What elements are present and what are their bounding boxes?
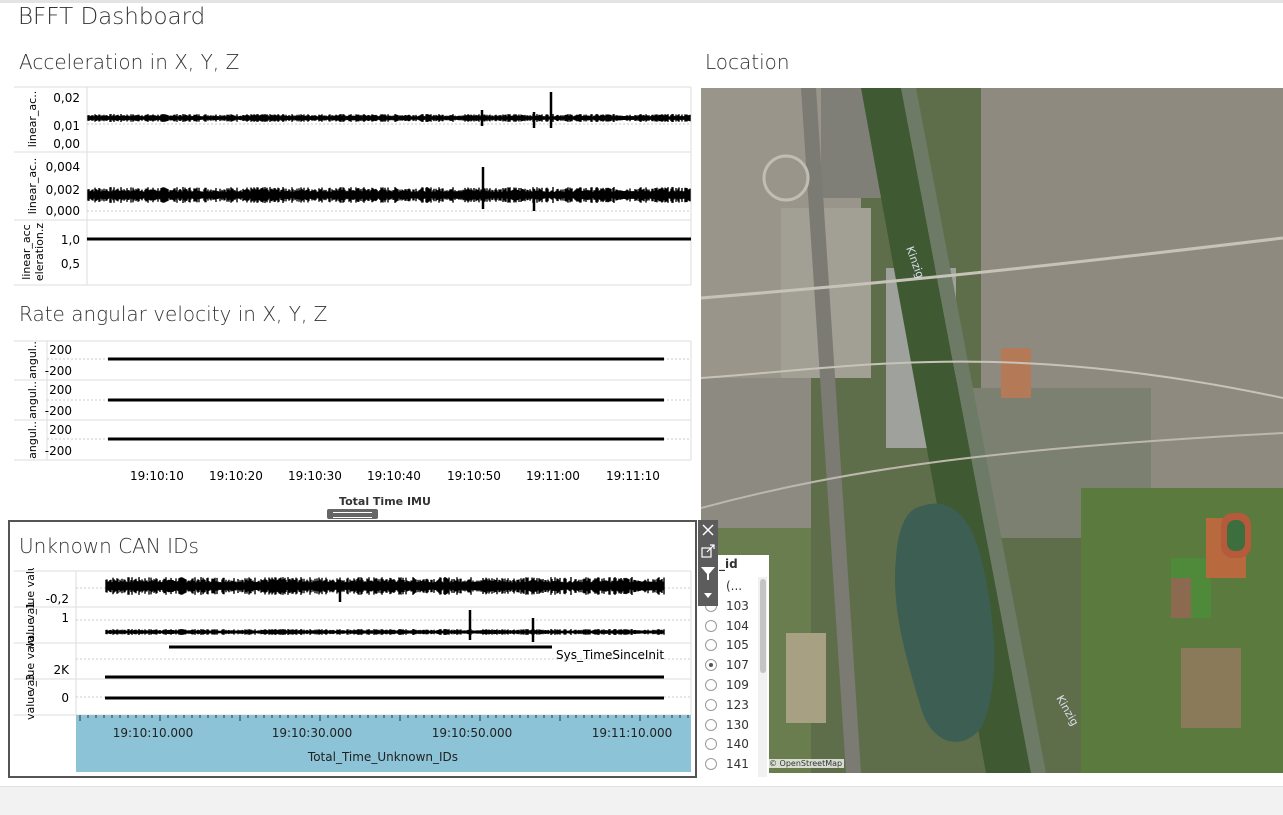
legend-item[interactable]: 107 xyxy=(701,656,761,675)
can-x-axis-band[interactable] xyxy=(76,715,691,772)
can-tick: -0,2 xyxy=(46,592,69,606)
can-x-tick: 19:11:10.000 xyxy=(592,726,673,740)
ang-x-tick: 19:11:10 xyxy=(606,469,660,483)
acc-tick: 1,0 xyxy=(61,233,80,247)
legend-scroll-thumb[interactable] xyxy=(760,579,766,673)
filter-icon[interactable] xyxy=(698,563,718,584)
satellite-map-image: Kinzig Kinzig xyxy=(701,88,1283,773)
legend-title: _id xyxy=(719,557,738,571)
legend-item[interactable]: (... xyxy=(701,577,761,596)
can-axis-label: value valu.. xyxy=(24,568,37,621)
legend-item[interactable]: 105 xyxy=(701,636,761,655)
can-x-tick: 19:10:30.000 xyxy=(272,726,353,740)
can-chart[interactable]: Sys_TimeSinceInit -0,2 1 2K 0 value valu… xyxy=(10,568,695,775)
acc-x-series xyxy=(87,92,691,128)
can-sheet-frame[interactable] xyxy=(8,520,697,778)
location-map[interactable]: Kinzig Kinzig xyxy=(701,88,1283,773)
radio-button[interactable] xyxy=(705,659,717,672)
ang-x-tick: 19:10:40 xyxy=(367,469,421,483)
acc-tick: 0,004 xyxy=(46,160,80,174)
legend-scrollbar[interactable] xyxy=(758,577,767,777)
acc-tick: 0,5 xyxy=(61,257,80,271)
can-axis-label: value _3 xyxy=(24,674,37,720)
radio-button[interactable] xyxy=(705,639,717,652)
acc-tick: 0,000 xyxy=(46,204,80,218)
radio-button[interactable] xyxy=(705,619,717,632)
legend-item-label: 130 xyxy=(726,717,749,732)
can-tick: 2K xyxy=(53,663,70,677)
sheet-toolbar xyxy=(698,520,718,606)
acc-axis-label: linear_ac.. xyxy=(26,158,39,214)
radio-button[interactable] xyxy=(705,679,717,691)
legend-item[interactable]: 123 xyxy=(701,696,761,715)
legend-item-label: 140 xyxy=(726,737,749,752)
ang-x-tick: 19:11:00 xyxy=(526,469,580,483)
can-x-tick: 19:10:10.000 xyxy=(113,726,194,740)
can-axis-label: value _1 xyxy=(24,602,37,648)
radio-button[interactable] xyxy=(705,718,717,731)
ang-tick: 200 xyxy=(49,343,72,357)
can-tick: 0 xyxy=(61,691,69,705)
can-axis-label: value valu.. xyxy=(24,629,37,693)
top-bar xyxy=(0,0,1283,3)
legend-item-label: 104 xyxy=(726,618,749,633)
acc-axis-label: linear_acceleration.z xyxy=(20,223,46,281)
ang-axis-label: angul.. xyxy=(26,381,39,419)
acc-y-series xyxy=(87,167,691,211)
legend-item[interactable]: 140 xyxy=(701,735,761,754)
acc-axis-label: linear_ac.. xyxy=(26,91,39,147)
location-title: Location xyxy=(705,50,790,74)
ang-x-tick: 19:10:10 xyxy=(130,469,184,483)
acc-tick: 0,02 xyxy=(53,91,80,105)
legend-item-label: 123 xyxy=(726,697,749,712)
id-legend[interactable]: _id (... 103 104 105 107 109 123 130 140 141 xyxy=(701,555,769,777)
ang-tick: -200 xyxy=(45,364,72,378)
can-series-1 xyxy=(105,577,665,602)
ang-axis-label: angul.. xyxy=(26,421,39,459)
can-mark-label: Sys_TimeSinceInit xyxy=(556,648,664,662)
ang-x-tick: 19:10:20 xyxy=(209,469,263,483)
angular-title: Rate angular velocity in X, Y, Z xyxy=(19,302,328,326)
resize-handle[interactable] xyxy=(327,509,378,519)
ang-tick: -200 xyxy=(45,444,72,458)
acc-tick: 0,00 xyxy=(53,137,80,151)
ang-x-title: Total Time IMU xyxy=(339,495,431,508)
acc-tick: 0,01 xyxy=(53,119,80,133)
legend-item-label: 109 xyxy=(726,678,749,692)
acceleration-title: Acceleration in X, Y, Z xyxy=(19,50,240,74)
can-tick: 1 xyxy=(61,611,69,625)
bottom-bar xyxy=(0,786,1283,815)
radio-button[interactable] xyxy=(705,738,717,751)
can-title: Unknown CAN IDs xyxy=(19,534,199,558)
radio-button[interactable] xyxy=(705,698,717,711)
map-credit: © OpenStreetMap xyxy=(767,759,845,768)
legend-item[interactable]: 104 xyxy=(701,617,761,636)
acc-tick: 0,002 xyxy=(46,183,80,197)
legend-item[interactable]: 141 xyxy=(701,755,761,774)
ang-tick: -200 xyxy=(45,404,72,418)
legend-item-label: 103 xyxy=(726,598,749,613)
radio-button[interactable] xyxy=(705,758,717,771)
can-x-tick: 19:10:50.000 xyxy=(432,726,513,740)
more-icon[interactable] xyxy=(698,584,718,605)
ang-tick: 200 xyxy=(49,423,72,437)
angular-chart[interactable]: 200 -200 200 -200 200 -200 angul.. angul… xyxy=(0,336,700,511)
popout-icon[interactable] xyxy=(698,541,718,562)
ang-tick: 200 xyxy=(49,383,72,397)
ang-x-tick: 19:10:50 xyxy=(447,469,501,483)
close-icon[interactable] xyxy=(698,520,718,541)
ang-axis-label: angul.. xyxy=(26,341,39,379)
legend-item[interactable]: 130 xyxy=(701,716,761,735)
legend-item-label: 105 xyxy=(726,638,749,653)
can-x-title: Total_Time_Unknown_IDs xyxy=(307,750,458,764)
legend-item-label: (... xyxy=(726,579,743,593)
dashboard-title: BFFT Dashboard xyxy=(18,4,206,30)
legend-item-label: 107 xyxy=(726,658,749,673)
can-series-2 xyxy=(105,610,665,642)
legend-item-label: 141 xyxy=(726,757,749,772)
legend-item[interactable]: 109 xyxy=(701,676,761,695)
ang-x-tick: 19:10:30 xyxy=(288,469,342,483)
acceleration-chart[interactable]: 0,02 0,01 0,00 0,004 0,002 0,000 1,0 0,5… xyxy=(0,84,700,289)
